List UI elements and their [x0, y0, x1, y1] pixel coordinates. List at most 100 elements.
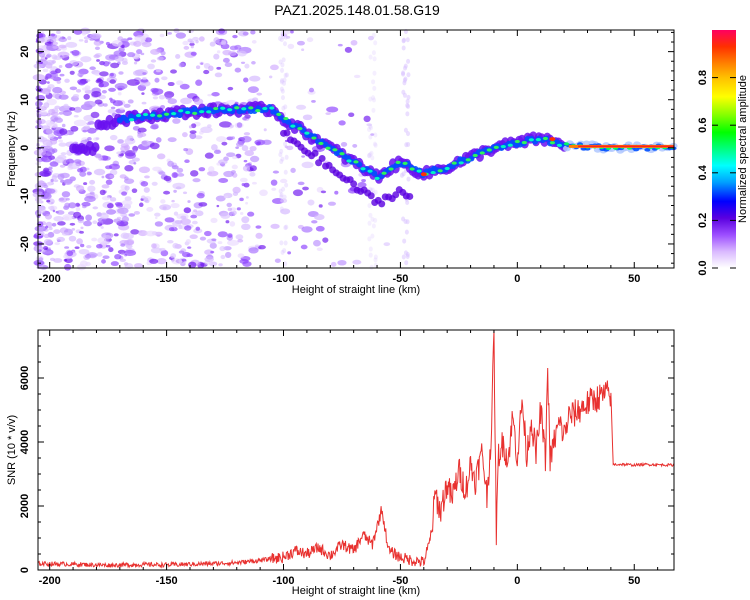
spectrogram-noise-speck: [78, 39, 84, 42]
spectrogram-noise-speck: [45, 225, 49, 229]
spectrogram-streak-speck: [367, 220, 372, 226]
spectrogram-noise-speck: [171, 165, 179, 170]
spectrogram-noise-speck: [105, 244, 111, 248]
spectrogram-noise-speck: [149, 142, 160, 150]
spectrogram-noise-speck: [167, 32, 172, 35]
spectrogram-noise-speck: [125, 244, 133, 249]
spectrogram-noise-speck: [215, 195, 226, 202]
spectrogram-noise-speck: [175, 186, 182, 190]
ridge-core: [549, 141, 556, 145]
spectrogram-streak-speck: [369, 264, 374, 270]
spectrogram-streak-speck: [281, 105, 286, 111]
spectrogram-noise-speck: [58, 111, 64, 115]
spectrogram-noise-speck: [216, 66, 222, 70]
spectrogram-noise-speck: [149, 258, 159, 264]
spectrogram-noise-speck: [77, 219, 84, 224]
spectrogram-streak-speck: [282, 41, 287, 47]
spectrogram-noise-speck: [190, 214, 198, 219]
spectrogram-noise-speck: [156, 56, 164, 61]
spectrogram-streak-speck: [279, 192, 284, 198]
spectrogram-noise-speck: [147, 63, 155, 70]
spectrogram-noise-speck: [140, 52, 145, 56]
spectrogram-noise-speck: [57, 136, 62, 139]
spectrogram-noise-speck: [230, 170, 236, 174]
snr-x-tick-label: 50: [628, 575, 640, 587]
spectrogram-noise-speck: [92, 220, 98, 225]
spectrogram-streak-speck: [281, 186, 286, 192]
spectrogram-noise-speck: [140, 181, 149, 187]
spectrogram-noise-speck: [114, 201, 123, 206]
spectrogram-noise-speck: [48, 143, 53, 147]
ridge-core: [227, 108, 233, 112]
spectrogram-streak-speck: [373, 40, 378, 46]
spectrogram-noise-speck: [101, 259, 106, 264]
spectrogram-noise-speck: [100, 240, 109, 245]
spectrogram-noise-speck: [227, 207, 233, 212]
spectrogram-noise-speck: [63, 258, 68, 262]
spectrogram-noise-speck: [99, 189, 106, 196]
spectrogram-noise-speck: [164, 217, 175, 223]
spectrogram-streak-speck: [373, 257, 378, 263]
spectrogram-noise-speck: [48, 226, 53, 231]
spectrogram-noise-speck: [165, 94, 172, 100]
spectrogram-noise-speck: [180, 215, 187, 220]
spectrogram-noise-speck: [39, 170, 52, 177]
spectrogram-noise-speck: [314, 213, 325, 221]
spectrogram-noise-speck: [241, 183, 245, 187]
spectrogram-noise-speck: [128, 213, 136, 217]
spectrogram-noise-speck: [69, 107, 76, 111]
spectrogram-noise-speck: [290, 30, 294, 34]
spectrogram-noise-speck: [150, 59, 157, 63]
ridge-core: [178, 109, 184, 113]
spectrogram-noise-speck: [102, 60, 110, 67]
spectrogram-streak-speck: [279, 79, 284, 85]
spectrogram-noise-speck: [133, 263, 144, 269]
spectrogram-noise-speck: [124, 176, 129, 181]
spectrogram-streak-speck: [402, 92, 407, 98]
spectrogram-noise-speck: [57, 221, 66, 226]
spectrogram-noise-speck: [86, 167, 90, 171]
spectrogram-noise-speck: [84, 89, 92, 94]
ridge-core: [311, 136, 317, 140]
spectrogram-noise-speck: [127, 37, 133, 41]
spectrogram-noise-speck: [114, 82, 128, 90]
spectrogram-streak-speck: [283, 104, 288, 110]
spectrogram-noise-speck: [136, 49, 143, 55]
ridge-core: [185, 110, 191, 115]
spectrogram-noise-speck: [44, 249, 52, 254]
spectrogram-noise-speck: [218, 28, 226, 34]
spectrogram-x-tick-label: -50: [392, 273, 408, 285]
spectrogram-noise-speck: [67, 36, 72, 41]
spectrogram-noise-speck: [73, 159, 82, 164]
spectrogram-streak-speck: [372, 85, 377, 91]
spectrogram-noise-speck: [167, 160, 174, 167]
spectrogram-noise-speck: [43, 50, 51, 55]
spectrogram-noise-speck: [322, 237, 329, 243]
spectrogram-noise-speck: [47, 133, 55, 140]
spectrogram-noise-speck: [45, 119, 54, 126]
spectrogram-streak-speck: [406, 58, 411, 64]
spectrogram-noise-speck: [95, 79, 104, 84]
spectrogram-noise-speck: [69, 70, 75, 75]
spectrogram-noise-speck: [101, 196, 111, 201]
spectrogram-streak-speck: [371, 32, 376, 38]
spectrogram-noise-speck: [243, 132, 251, 136]
spectrogram-noise-speck: [60, 179, 65, 183]
spectrogram-noise-speck: [46, 53, 52, 58]
spectrogram-streak-speck: [282, 194, 287, 200]
spectrogram-noise-speck: [232, 155, 238, 160]
spectrogram-noise-speck: [280, 198, 288, 204]
spectrogram-noise-speck: [51, 148, 58, 153]
spectrogram-noise-speck: [270, 179, 278, 186]
spectrogram-noise-speck: [105, 41, 111, 46]
spectrogram-noise-speck: [158, 94, 166, 100]
spectrogram-noise-speck: [207, 93, 212, 97]
spectrogram-streak-speck: [283, 240, 288, 246]
spectrogram-noise-speck: [160, 50, 166, 56]
chart-title: PAZ1.2025.148.01.58.G19: [274, 2, 440, 18]
spectrogram-streak-speck: [284, 72, 289, 78]
ridge-core: [556, 143, 563, 147]
ridge-core: [149, 113, 156, 117]
ridge-core: [346, 159, 352, 163]
spectrogram-noise-speck: [105, 179, 113, 185]
